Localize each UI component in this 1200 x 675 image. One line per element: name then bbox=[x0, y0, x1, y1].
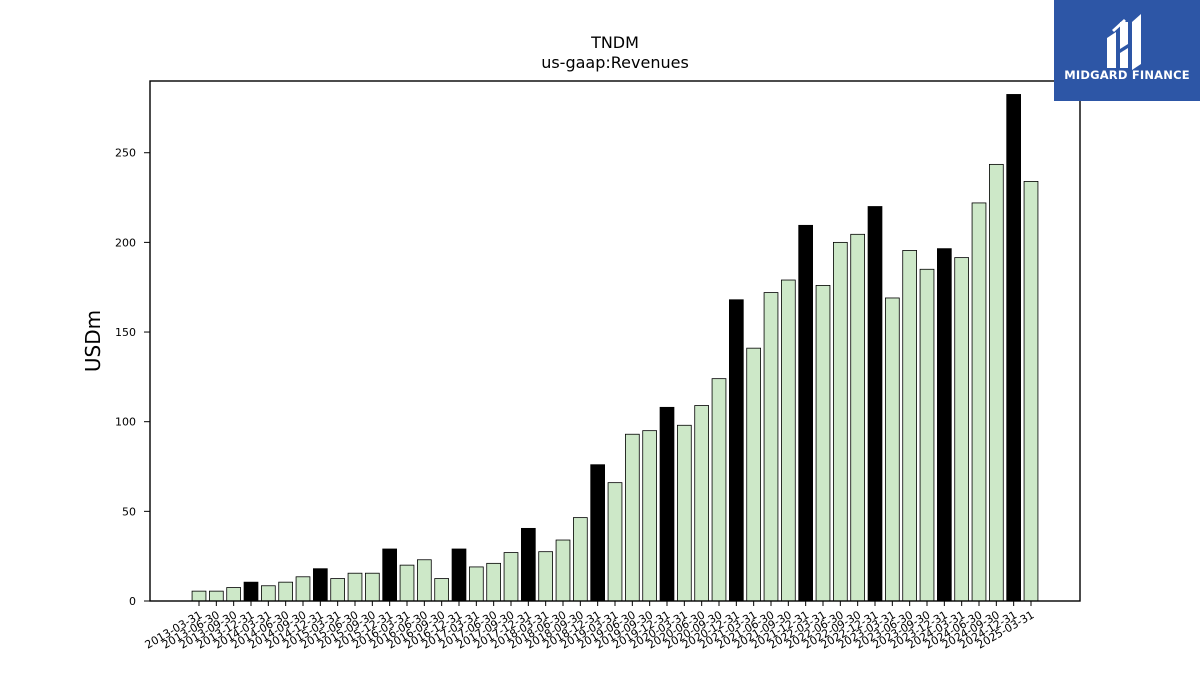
bar-2017-06-30 bbox=[486, 562, 502, 602]
bar-2017-09-30 bbox=[503, 552, 519, 602]
y-tick-label: 150 bbox=[115, 326, 136, 339]
bar-2021-06-30 bbox=[763, 292, 779, 602]
bar-2017-12-31 bbox=[521, 527, 536, 602]
bar-2024-06-30 bbox=[971, 202, 987, 602]
y-tick-label: 200 bbox=[115, 236, 136, 249]
bar-2014-09-30 bbox=[295, 576, 311, 602]
bar-2023-09-30 bbox=[919, 268, 935, 602]
bar-2023-03-31 bbox=[885, 297, 900, 602]
bar-2023-12-31 bbox=[937, 248, 952, 602]
chart-subtitle: us-gaap:Revenues bbox=[541, 53, 689, 72]
bar-2022-06-30 bbox=[833, 241, 848, 602]
bar-2015-03-31 bbox=[330, 578, 346, 602]
bar-2013-06-30 bbox=[208, 590, 224, 602]
bar-2014-12-31 bbox=[312, 568, 328, 602]
y-tick-label: 100 bbox=[115, 416, 136, 429]
y-axis-ticks: 0 50 100 150 200 250 bbox=[115, 147, 150, 608]
bar-2022-03-31 bbox=[815, 285, 831, 602]
bar-2015-06-30 bbox=[347, 572, 363, 602]
bar-2018-03-31 bbox=[538, 551, 553, 602]
bar-2021-12-31 bbox=[798, 224, 813, 602]
bar-2020-03-31 bbox=[677, 424, 692, 602]
y-tick-label: 0 bbox=[129, 595, 136, 608]
x-axis-ticks: 2013-03-312013-06-302013-09-302013-12-31… bbox=[143, 601, 1037, 652]
bar-2019-12-31 bbox=[659, 406, 675, 602]
brand-name: MIDGARD FINANCE bbox=[1064, 68, 1190, 82]
bar-2013-12-31 bbox=[243, 581, 259, 602]
bar-2018-06-30 bbox=[555, 539, 571, 602]
bar-2013-09-30 bbox=[226, 587, 241, 602]
bar-2019-06-30 bbox=[625, 433, 640, 602]
bar-2022-09-30 bbox=[850, 233, 865, 602]
bar-2019-09-30 bbox=[642, 430, 657, 602]
bar-2020-06-30 bbox=[694, 405, 709, 602]
bar-2016-12-31 bbox=[451, 548, 467, 602]
bar-2016-03-31 bbox=[399, 564, 415, 602]
bar-2013-03-31 bbox=[191, 590, 207, 602]
midgard-logo-icon bbox=[1107, 14, 1141, 70]
bar-2023-06-30 bbox=[902, 250, 917, 602]
bar-series bbox=[191, 94, 1039, 602]
bar-2018-12-31 bbox=[590, 464, 605, 602]
y-tick-label: 50 bbox=[122, 505, 136, 518]
bar-2021-09-30 bbox=[781, 279, 796, 602]
bar-2015-09-30 bbox=[364, 572, 380, 602]
bar-2020-12-31 bbox=[729, 299, 744, 602]
y-axis-label: USDm bbox=[81, 310, 105, 372]
brand-logo: MIDGARD FINANCE bbox=[1054, 0, 1200, 101]
bar-2022-12-31 bbox=[867, 206, 883, 602]
y-tick-label: 250 bbox=[115, 147, 136, 160]
bar-2024-03-31 bbox=[954, 257, 969, 602]
bar-2015-12-31 bbox=[382, 548, 398, 602]
bar-2025-03-31 bbox=[1023, 181, 1039, 602]
bar-2020-09-30 bbox=[711, 378, 727, 602]
bar-2021-03-31 bbox=[746, 347, 761, 602]
bar-2018-09-30 bbox=[573, 517, 588, 602]
bar-2024-12-31 bbox=[1006, 94, 1021, 602]
chart-title: TNDM bbox=[590, 33, 639, 52]
bar-2016-06-30 bbox=[416, 559, 432, 602]
bar-2014-03-31 bbox=[260, 585, 276, 602]
bar-2017-03-31 bbox=[468, 566, 484, 602]
bar-2014-06-30 bbox=[278, 581, 294, 602]
bar-2019-03-31 bbox=[607, 482, 623, 602]
bar-2024-09-30 bbox=[989, 163, 1004, 602]
bar-2016-09-30 bbox=[434, 578, 450, 602]
plot-frame bbox=[149, 80, 1081, 602]
